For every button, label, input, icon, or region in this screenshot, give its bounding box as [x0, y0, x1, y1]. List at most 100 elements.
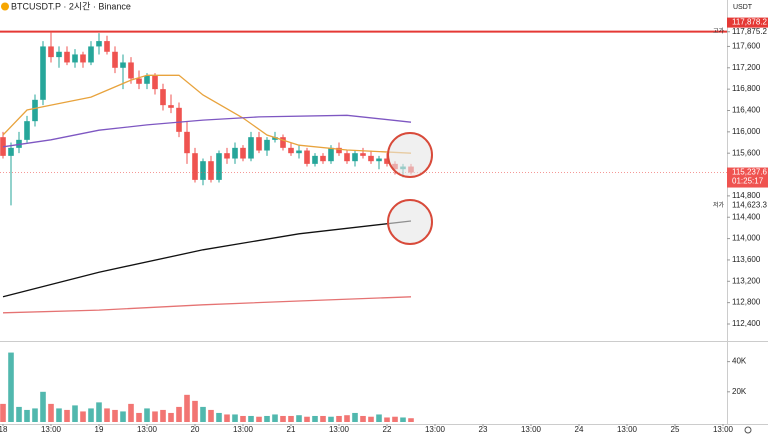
- volume-bar: [384, 417, 390, 422]
- ma-line: [2, 74, 412, 154]
- volume-bar: [40, 391, 46, 422]
- candle-body: [184, 131, 190, 154]
- y-tick-label: 114,800: [732, 191, 761, 200]
- candle-body: [136, 78, 142, 84]
- y-tick-label: 112,400: [732, 319, 761, 328]
- volume-bar: [256, 416, 262, 422]
- candle-body: [32, 99, 38, 122]
- x-tick-label: 20: [191, 425, 200, 434]
- candle-body: [328, 147, 334, 162]
- last-price-box: [727, 167, 768, 188]
- candle-body: [344, 153, 350, 162]
- volume-bar: [64, 409, 70, 422]
- candle-body: [352, 153, 358, 162]
- volume-bar: [80, 411, 86, 422]
- candle-body: [288, 147, 294, 154]
- candle-body: [168, 105, 174, 108]
- candle-body: [40, 46, 46, 100]
- volume-bar: [32, 408, 38, 422]
- x-tick-label: 24: [575, 425, 584, 434]
- volume-bar: [0, 403, 6, 422]
- countdown: 01:25:17: [732, 177, 764, 186]
- volume-bar: [112, 409, 118, 422]
- candle-body: [248, 137, 254, 159]
- candle-body: [112, 51, 118, 68]
- volume-bar: [368, 416, 374, 422]
- candle-body: [216, 153, 222, 180]
- candle-body: [368, 155, 374, 162]
- volume-bar: [120, 411, 126, 422]
- x-tick-label: 22: [383, 425, 392, 434]
- y-tick-label: 115,600: [732, 148, 761, 157]
- volume-bar: [184, 394, 190, 422]
- chart-title: BTCUSDT.P · 2시간 · Binance: [11, 1, 131, 11]
- candle-body: [96, 41, 102, 47]
- volume-bar: [88, 408, 94, 422]
- candle-body: [24, 121, 30, 140]
- volume-bar: [264, 415, 270, 422]
- x-tick-label: 13:00: [713, 425, 734, 434]
- volume-tick-label: 40K: [732, 357, 747, 366]
- ma-line: [2, 296, 412, 314]
- candle-body: [280, 137, 286, 148]
- volume-bar: [240, 415, 246, 422]
- x-tick-label: 18: [0, 425, 8, 434]
- last-price-label: 115,237.6: [732, 168, 768, 177]
- volume-bar: [360, 415, 366, 422]
- volume-bar: [16, 406, 22, 422]
- high-marker: 고가: [713, 27, 725, 35]
- volume-bar: [408, 418, 414, 422]
- volume-bar: [296, 415, 302, 422]
- candle-body: [296, 150, 302, 154]
- candle-body: [232, 147, 238, 159]
- x-tick-label: 19: [95, 425, 104, 434]
- candle-body: [304, 150, 310, 164]
- volume-bar: [288, 415, 294, 422]
- y-tick-label: 116,000: [732, 127, 761, 136]
- candle-body: [256, 137, 262, 151]
- volume-bar: [200, 406, 206, 422]
- volume-bar: [152, 411, 158, 422]
- volume-bar: [8, 352, 14, 422]
- x-tick-label: 25: [671, 425, 680, 434]
- candle-body: [72, 54, 78, 63]
- candle-body: [104, 41, 110, 52]
- volume-bar: [96, 402, 102, 422]
- settings-icon[interactable]: [744, 426, 752, 434]
- volume-bar: [224, 414, 230, 422]
- candle-body: [272, 137, 278, 140]
- volume-bar: [136, 412, 142, 422]
- volume-bar: [192, 400, 198, 422]
- candle-body: [80, 54, 86, 63]
- highlight-circle: [387, 132, 433, 178]
- y-tick-label: 117,600: [732, 42, 761, 51]
- x-tick-label: 13:00: [329, 425, 350, 434]
- candle-body: [152, 75, 158, 90]
- candle-body: [8, 147, 14, 156]
- x-tick-label: 13:00: [137, 425, 158, 434]
- candle-body: [160, 89, 166, 106]
- volume-bar: [248, 415, 254, 422]
- volume-bar: [272, 414, 278, 422]
- volume-bar: [176, 406, 182, 422]
- x-tick-label: 13:00: [233, 425, 254, 434]
- x-tick-label: 13:00: [41, 425, 62, 434]
- candle-body: [120, 62, 126, 68]
- volume-bar: [320, 415, 326, 422]
- candle-body: [360, 153, 366, 156]
- candle-body: [128, 62, 134, 79]
- volume-bar: [128, 403, 134, 422]
- candle-body: [336, 147, 342, 154]
- high-label-box: [727, 17, 768, 28]
- volume-bar: [48, 403, 54, 422]
- candle-body: [240, 147, 246, 159]
- candle-body: [320, 155, 326, 162]
- highlight-circle: [387, 199, 433, 245]
- volume-tick-label: 20K: [732, 387, 747, 396]
- x-tick-label: 13:00: [521, 425, 542, 434]
- candle-body: [144, 75, 150, 84]
- x-tick-label: 23: [479, 425, 488, 434]
- volume-bar: [104, 408, 110, 422]
- y-tick-label: 113,200: [732, 276, 761, 285]
